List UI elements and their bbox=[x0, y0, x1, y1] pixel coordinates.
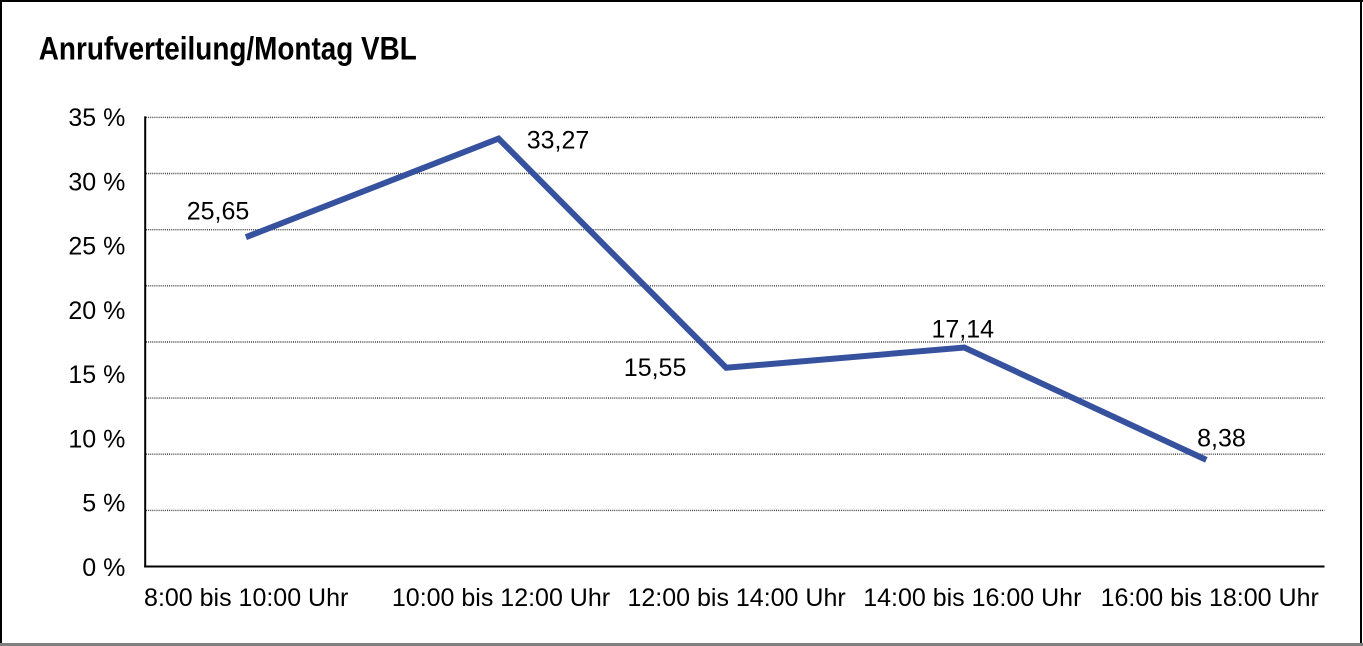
svg-text:14:00 bis 16:00 Uhr: 14:00 bis 16:00 Uhr bbox=[863, 584, 1081, 612]
svg-text:20 %: 20 % bbox=[68, 297, 125, 325]
svg-text:30 %: 30 % bbox=[68, 169, 125, 197]
svg-text:25,65: 25,65 bbox=[187, 198, 250, 226]
svg-text:8:00 bis 10:00 Uhr: 8:00 bis 10:00 Uhr bbox=[144, 584, 348, 612]
svg-text:16:00 bis 18:00 Uhr: 16:00 bis 18:00 Uhr bbox=[1101, 584, 1319, 612]
svg-text:5 %: 5 % bbox=[82, 490, 125, 518]
svg-text:0 %: 0 % bbox=[82, 554, 125, 582]
svg-text:10:00 bis 12:00 Uhr: 10:00 bis 12:00 Uhr bbox=[392, 584, 610, 612]
svg-text:12:00 bis 14:00 Uhr: 12:00 bis 14:00 Uhr bbox=[627, 584, 845, 612]
svg-text:17,14: 17,14 bbox=[932, 316, 995, 344]
svg-text:8,38: 8,38 bbox=[1197, 425, 1246, 453]
svg-text:15,55: 15,55 bbox=[624, 354, 687, 382]
svg-text:25 %: 25 % bbox=[68, 233, 125, 261]
svg-text:10 %: 10 % bbox=[68, 426, 125, 454]
svg-text:15 %: 15 % bbox=[68, 361, 125, 389]
svg-text:Anrufverteilung/Montag VBL: Anrufverteilung/Montag VBL bbox=[39, 31, 417, 67]
svg-text:33,27: 33,27 bbox=[527, 127, 590, 155]
svg-text:35 %: 35 % bbox=[68, 104, 125, 132]
